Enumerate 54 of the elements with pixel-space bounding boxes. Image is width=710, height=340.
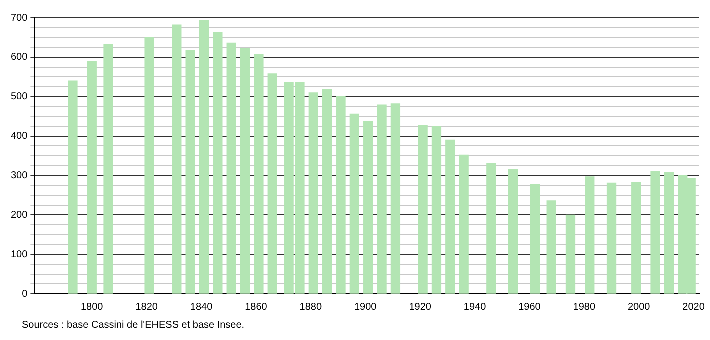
bar xyxy=(144,37,154,294)
x-tick-label: 1940 xyxy=(464,302,487,313)
x-tick-label: 1840 xyxy=(190,302,214,313)
x-tick-label: 1800 xyxy=(80,302,104,313)
bar xyxy=(530,184,540,294)
bar xyxy=(418,125,428,294)
bar xyxy=(364,120,374,294)
bar xyxy=(104,44,114,294)
bar xyxy=(226,42,236,294)
y-tick-label: 700 xyxy=(10,12,28,24)
x-tick-label: 2020 xyxy=(682,302,706,313)
x-tick-label: 1860 xyxy=(245,302,268,313)
x-tick-label: 1900 xyxy=(354,302,378,313)
x-tick-label: 1880 xyxy=(300,302,322,313)
bar xyxy=(486,164,496,294)
bar xyxy=(546,200,556,294)
bar xyxy=(390,104,401,294)
bar xyxy=(664,172,674,294)
bar xyxy=(606,182,617,294)
bar xyxy=(459,154,469,294)
bar xyxy=(322,89,332,294)
x-tick-label: 1820 xyxy=(136,302,158,313)
bar xyxy=(199,20,210,294)
x-tick-label: 1980 xyxy=(573,302,596,313)
bar xyxy=(446,140,456,294)
bar xyxy=(268,74,278,294)
bar xyxy=(566,214,576,294)
bar xyxy=(186,50,196,294)
y-tick-label: 600 xyxy=(10,52,28,64)
y-tick-label: 300 xyxy=(10,170,28,182)
bar xyxy=(585,176,595,294)
bar xyxy=(508,169,518,294)
bar xyxy=(350,114,360,294)
bar xyxy=(254,54,264,294)
y-tick-label: 200 xyxy=(10,210,28,221)
source-note: Sources : base Cassini de l'EHESS et base Insee. xyxy=(22,320,246,331)
bar xyxy=(432,126,442,294)
y-tick-label: 0 xyxy=(22,288,28,300)
x-tick-label: 1920 xyxy=(409,302,432,313)
bar xyxy=(632,182,642,294)
bar xyxy=(68,80,78,294)
bar xyxy=(172,24,182,294)
bar xyxy=(377,104,387,294)
y-tick-label: 100 xyxy=(10,249,28,260)
y-tick-label: 500 xyxy=(10,92,28,103)
bar xyxy=(240,48,250,294)
bar xyxy=(308,92,318,294)
x-tick-label: 1960 xyxy=(518,302,542,313)
bar xyxy=(650,171,660,294)
bar xyxy=(213,32,223,294)
y-tick-label: 400 xyxy=(10,131,28,142)
bar xyxy=(336,96,346,294)
bar xyxy=(87,61,97,294)
x-tick-label: 2000 xyxy=(628,302,651,313)
